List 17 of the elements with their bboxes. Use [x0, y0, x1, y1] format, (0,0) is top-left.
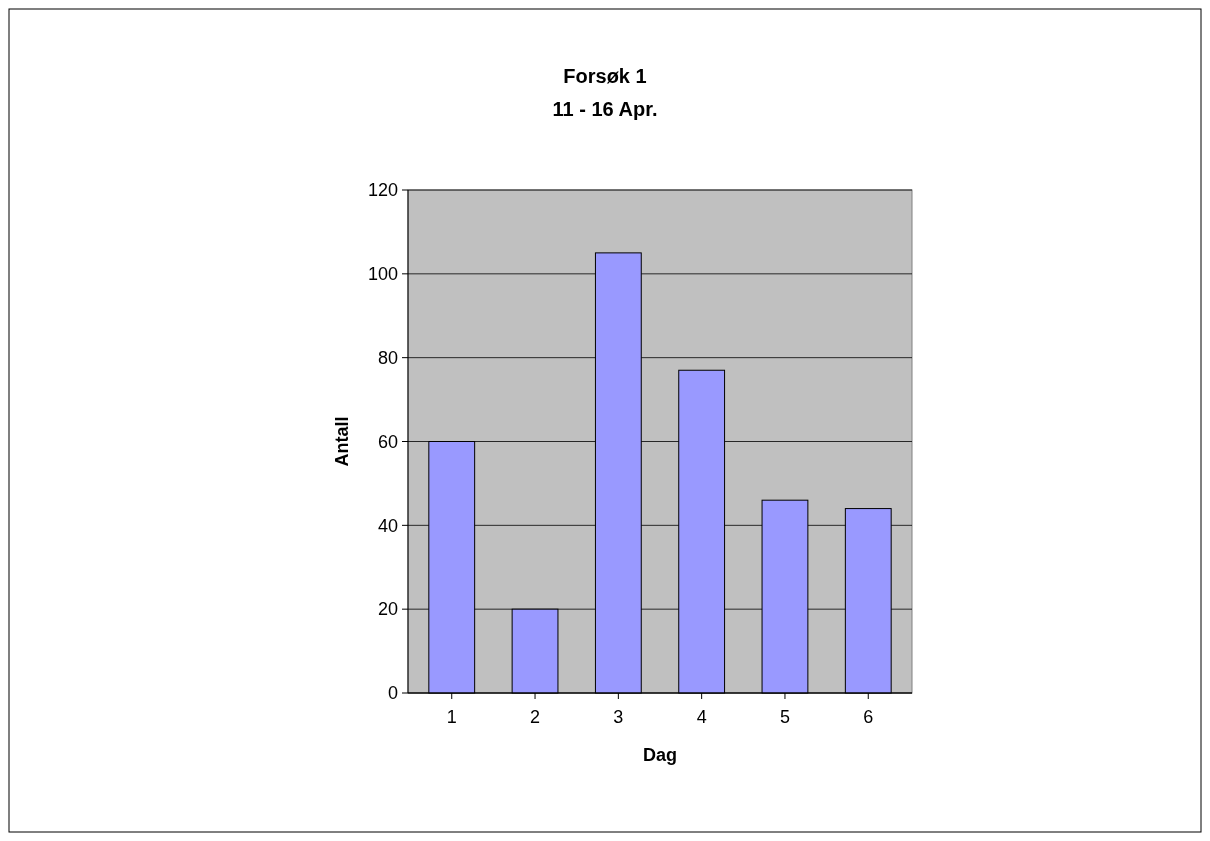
y-tick-label: 100	[367, 264, 398, 285]
y-tick-label: 20	[377, 599, 398, 620]
y-axis-title: Antall	[332, 416, 352, 467]
x-tick-label: 1	[446, 707, 457, 727]
x-tick-label: 6	[863, 707, 874, 727]
y-tick-label: 0	[387, 683, 398, 704]
y-tick-label: 40	[377, 515, 398, 536]
x-axis-title: Dag	[642, 745, 678, 765]
y-tick-label: 120	[367, 180, 398, 201]
y-tick-label: 60	[377, 431, 398, 452]
x-tick-label: 4	[696, 707, 707, 727]
chart-title: Forsøk 1	[563, 65, 647, 87]
x-tick-label: 3	[613, 707, 624, 727]
x-tick-label: 5	[779, 707, 790, 727]
chart-subtitle: 11 - 16 Apr.	[552, 98, 658, 120]
x-tick-label: 2	[530, 707, 541, 727]
y-tick-label: 80	[377, 347, 398, 368]
